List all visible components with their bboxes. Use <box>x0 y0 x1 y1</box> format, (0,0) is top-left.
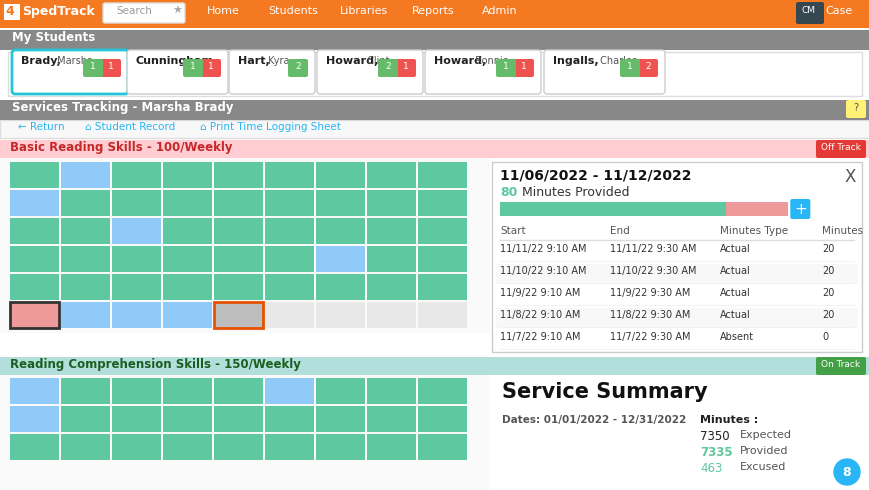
FancyBboxPatch shape <box>417 406 467 432</box>
FancyBboxPatch shape <box>377 59 397 77</box>
Text: Search: Search <box>116 6 152 16</box>
FancyBboxPatch shape <box>417 274 467 300</box>
FancyBboxPatch shape <box>315 162 365 188</box>
FancyBboxPatch shape <box>214 246 262 272</box>
Text: Actual: Actual <box>720 266 750 276</box>
FancyBboxPatch shape <box>265 378 314 404</box>
Text: 80: 80 <box>500 186 517 199</box>
FancyBboxPatch shape <box>10 218 59 244</box>
Text: SpedTrack: SpedTrack <box>22 5 95 18</box>
Text: Provided: Provided <box>740 446 787 456</box>
Text: Case: Case <box>824 6 852 16</box>
Text: 1: 1 <box>108 62 114 71</box>
Text: 11/8/22 9:30 AM: 11/8/22 9:30 AM <box>609 310 690 320</box>
Text: Howard,: Howard, <box>326 56 378 66</box>
Text: Off Track: Off Track <box>820 143 860 152</box>
Text: End: End <box>609 226 629 236</box>
Text: Howard,: Howard, <box>434 56 486 66</box>
FancyBboxPatch shape <box>101 59 121 77</box>
FancyBboxPatch shape <box>495 308 857 328</box>
FancyBboxPatch shape <box>367 378 415 404</box>
FancyBboxPatch shape <box>61 190 109 216</box>
FancyBboxPatch shape <box>163 302 212 328</box>
Text: 11/10/22 9:30 AM: 11/10/22 9:30 AM <box>609 266 696 276</box>
FancyBboxPatch shape <box>288 59 308 77</box>
Circle shape <box>833 459 859 485</box>
Text: Brady,: Brady, <box>21 56 61 66</box>
FancyBboxPatch shape <box>315 434 365 460</box>
Text: 2: 2 <box>295 62 301 71</box>
FancyBboxPatch shape <box>315 406 365 432</box>
FancyBboxPatch shape <box>315 302 365 328</box>
Text: My Students: My Students <box>12 31 95 44</box>
Text: Actual: Actual <box>720 288 750 298</box>
Text: 1: 1 <box>90 62 96 71</box>
FancyBboxPatch shape <box>10 274 59 300</box>
Text: On Track: On Track <box>820 360 859 369</box>
FancyBboxPatch shape <box>417 378 467 404</box>
FancyBboxPatch shape <box>112 162 161 188</box>
FancyBboxPatch shape <box>61 218 109 244</box>
FancyBboxPatch shape <box>367 218 415 244</box>
FancyBboxPatch shape <box>83 59 103 77</box>
Text: 1: 1 <box>402 62 408 71</box>
Text: Reports: Reports <box>412 6 454 16</box>
FancyBboxPatch shape <box>10 406 59 432</box>
FancyBboxPatch shape <box>417 190 467 216</box>
Text: 0: 0 <box>821 332 827 342</box>
Text: 1: 1 <box>190 62 196 71</box>
FancyBboxPatch shape <box>163 274 212 300</box>
Text: 7335: 7335 <box>700 446 732 459</box>
Text: Dates: 01/01/2022 - 12/31/2022: Dates: 01/01/2022 - 12/31/2022 <box>501 415 686 425</box>
Text: Service Summary: Service Summary <box>501 382 706 402</box>
FancyBboxPatch shape <box>214 434 262 460</box>
FancyBboxPatch shape <box>495 59 515 77</box>
FancyBboxPatch shape <box>214 406 262 432</box>
FancyBboxPatch shape <box>10 246 59 272</box>
FancyBboxPatch shape <box>61 406 109 432</box>
FancyBboxPatch shape <box>182 59 202 77</box>
FancyBboxPatch shape <box>417 218 467 244</box>
Text: Cunningham..: Cunningham.. <box>136 56 222 66</box>
FancyBboxPatch shape <box>265 302 314 328</box>
FancyBboxPatch shape <box>163 218 212 244</box>
FancyBboxPatch shape <box>0 158 489 333</box>
Text: Charles: Charles <box>596 56 636 66</box>
FancyBboxPatch shape <box>367 406 415 432</box>
Text: 2: 2 <box>385 62 390 71</box>
FancyBboxPatch shape <box>214 378 262 404</box>
Text: Libraries: Libraries <box>340 6 388 16</box>
FancyBboxPatch shape <box>163 246 212 272</box>
FancyBboxPatch shape <box>61 246 109 272</box>
FancyBboxPatch shape <box>367 434 415 460</box>
Text: 2: 2 <box>645 62 650 71</box>
FancyBboxPatch shape <box>112 274 161 300</box>
FancyBboxPatch shape <box>367 302 415 328</box>
FancyBboxPatch shape <box>726 202 787 216</box>
FancyBboxPatch shape <box>0 100 869 120</box>
Text: Services Tracking - Marsha Brady: Services Tracking - Marsha Brady <box>12 101 233 114</box>
Text: ⌂ Print Time Logging Sheet: ⌂ Print Time Logging Sheet <box>200 122 341 132</box>
FancyBboxPatch shape <box>214 162 262 188</box>
FancyBboxPatch shape <box>637 59 657 77</box>
Text: Marsha: Marsha <box>54 56 93 66</box>
Text: 463: 463 <box>700 462 721 475</box>
FancyBboxPatch shape <box>4 4 20 20</box>
Text: Admin: Admin <box>481 6 517 16</box>
Text: 20: 20 <box>821 310 833 320</box>
Text: ?: ? <box>852 103 858 113</box>
FancyBboxPatch shape <box>10 162 59 188</box>
FancyBboxPatch shape <box>489 375 869 490</box>
FancyBboxPatch shape <box>789 199 809 219</box>
Text: CM: CM <box>801 6 815 15</box>
Text: Excused: Excused <box>740 462 786 472</box>
FancyBboxPatch shape <box>265 218 314 244</box>
FancyBboxPatch shape <box>315 246 365 272</box>
Text: Actual: Actual <box>720 310 750 320</box>
FancyBboxPatch shape <box>265 434 314 460</box>
Text: Expected: Expected <box>740 430 791 440</box>
FancyBboxPatch shape <box>61 274 109 300</box>
FancyBboxPatch shape <box>163 434 212 460</box>
FancyBboxPatch shape <box>367 190 415 216</box>
